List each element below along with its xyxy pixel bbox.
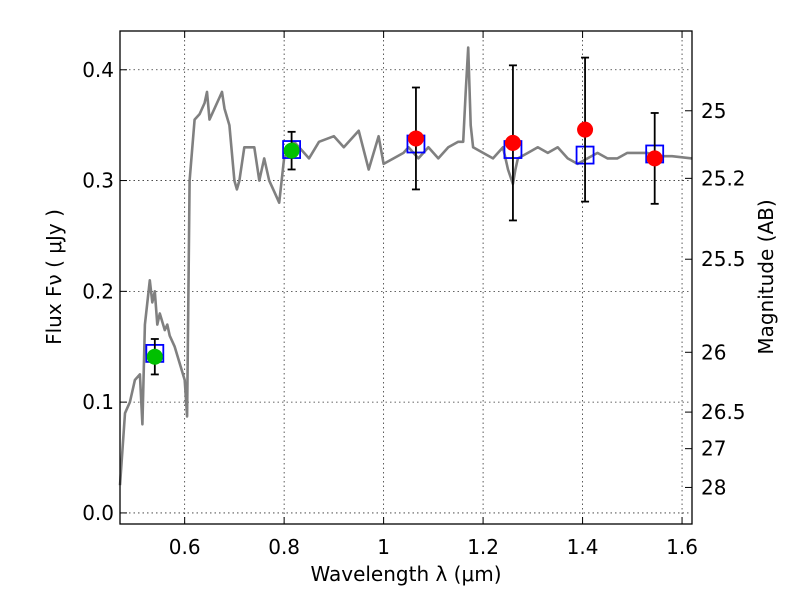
observed-point [577,121,594,138]
y-axis-label-left: Flux Fν ( μJy ) [42,209,66,345]
x-axis-label: Wavelength λ (μm) [310,562,501,586]
y-axis-label-right: Magnitude (AB) [754,199,778,354]
observed-point [407,130,424,147]
observed-point [504,134,521,151]
x-tick-label: 1.6 [666,535,698,559]
magnitude-tick-label: 28 [701,475,726,499]
data-points [145,56,665,376]
y-tick-label: 0.3 [82,169,114,193]
observed-point [283,142,300,159]
x-tick-label: 1 [377,535,390,559]
x-tick-label: 0.6 [169,535,201,559]
y-tick-label: 0.1 [82,390,114,414]
observed-point [646,150,663,167]
y-tick-label: 0.4 [82,58,114,82]
magnitude-tick-label: 27 [701,437,726,461]
axis-ticks [120,31,692,524]
magnitude-tick-label: 25.5 [701,247,746,271]
x-tick-label: 0.8 [268,535,300,559]
y-tick-label: 0.2 [82,279,114,303]
tick-labels: 0.6 0.8 1 1.2 1.4 1.6 0.0 0.1 0.2 0.3 0.4 25 25.2 25.… [82,58,745,559]
grid-lines [120,31,692,524]
x-tick-label: 1.2 [467,535,499,559]
plot-frame [119,30,693,525]
magnitude-tick-label: 25 [701,99,726,123]
observed-point [146,348,163,365]
y-tick-label: 0.0 [82,501,114,525]
model-spectrum-line [118,46,693,486]
magnitude-tick-label: 25.2 [701,166,746,190]
magnitude-tick-label: 26.5 [701,400,746,424]
x-tick-label: 1.4 [567,535,599,559]
magnitude-tick-label: 26 [701,340,726,364]
